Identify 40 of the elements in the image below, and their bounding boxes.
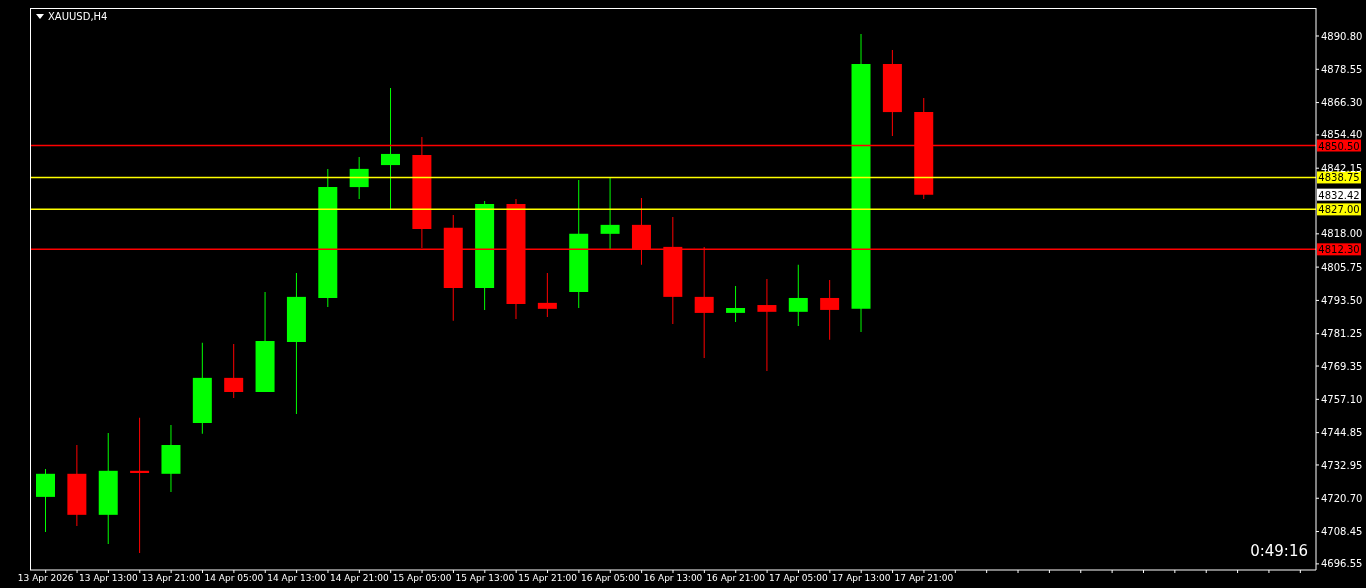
y-tick-label: 4793.50: [1321, 294, 1363, 306]
x-tick-label: 13 Apr 21:00: [141, 573, 201, 584]
y-tick-label: 4732.95: [1321, 459, 1363, 471]
y-tick-label: 4781.25: [1321, 328, 1363, 340]
x-tick-label: 16 Apr 21:00: [706, 573, 766, 584]
y-tick-label: 4866.30: [1321, 97, 1363, 109]
y-tick-label: 4890.80: [1321, 30, 1363, 42]
y-tick-label: 4878.55: [1321, 63, 1363, 75]
y-tick-label: 4769.35: [1321, 360, 1363, 372]
y-tick-label: 4854.40: [1321, 129, 1363, 141]
x-tick-label: 15 Apr 05:00: [392, 573, 452, 584]
ref-line-label: 4827.00: [1318, 204, 1360, 216]
x-tick-label: 14 Apr 05:00: [204, 573, 264, 584]
candlestick: [130, 417, 150, 553]
y-tick-label: 4757.10: [1321, 393, 1363, 405]
y-tick-label: 4744.85: [1321, 427, 1363, 439]
x-tick-label: 14 Apr 21:00: [330, 573, 389, 584]
ref-line-label: 4850.50: [1318, 140, 1360, 152]
ref-line-label: 4838.75: [1318, 172, 1360, 184]
y-tick-label: 4842.15: [1321, 162, 1363, 174]
y-tick-label: 4708.45: [1321, 526, 1363, 538]
x-tick-label: 16 Apr 05:00: [580, 573, 640, 584]
y-tick-label: 4720.70: [1321, 492, 1363, 504]
y-tick-label: 4818.00: [1321, 228, 1363, 240]
x-tick-label: 17 Apr 05:00: [769, 573, 829, 584]
annotation: 0:49:16: [1250, 542, 1308, 560]
y-tick-label: 4696.55: [1321, 558, 1363, 570]
x-tick-label: 14 Apr 13:00: [267, 573, 327, 584]
x-tick-label: 17 Apr 21:00: [894, 573, 954, 584]
text: 4832.42: [1318, 189, 1360, 201]
x-tick-label: 15 Apr 21:00: [518, 573, 578, 584]
x-tick-label: 13 Apr 2026: [17, 573, 74, 584]
ref-line-label: 4812.30: [1318, 244, 1360, 256]
candlestick: [757, 278, 777, 372]
x-tick-label: 13 Apr 13:00: [79, 573, 139, 584]
y-tick-label: 4805.75: [1321, 261, 1363, 273]
x-tick-label: 16 Apr 13:00: [643, 573, 703, 584]
x-tick-label: 15 Apr 13:00: [455, 573, 515, 584]
chart-title: XAUUSD,H4: [48, 11, 108, 22]
x-tick-label: 17 Apr 13:00: [831, 573, 891, 584]
